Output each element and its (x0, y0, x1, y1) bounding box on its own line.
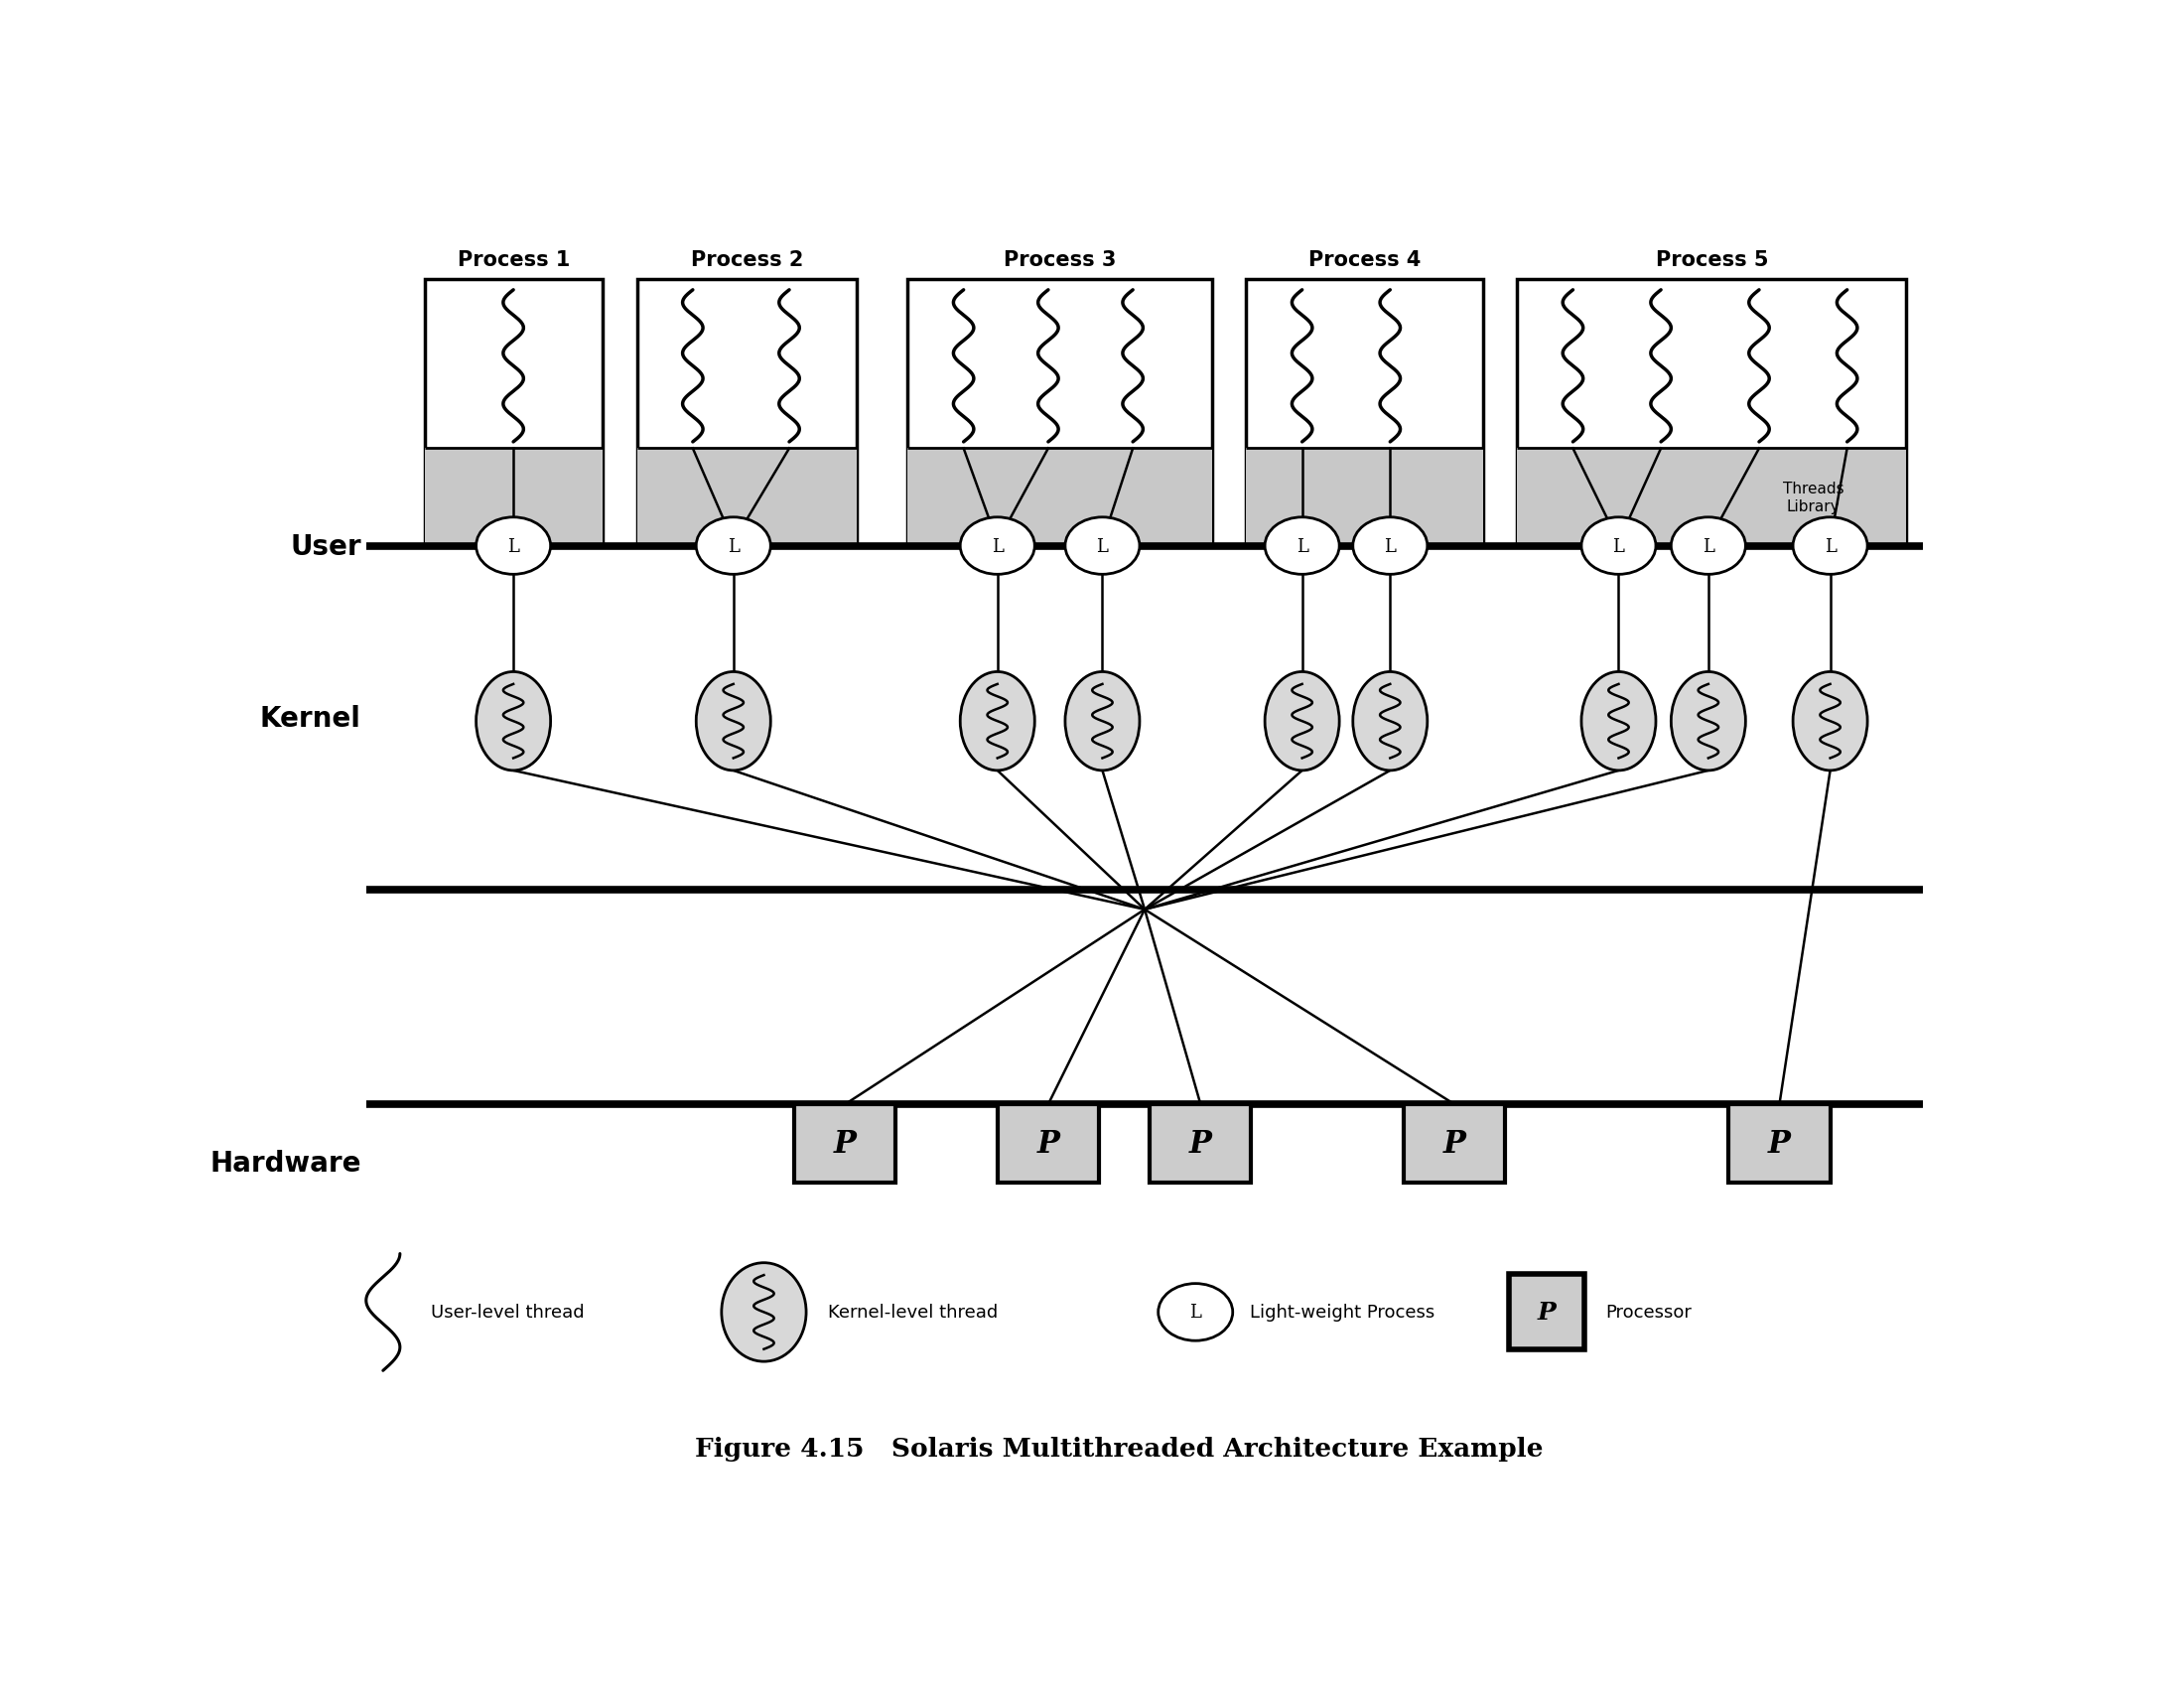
Text: Kernel-level thread: Kernel-level thread (828, 1303, 998, 1322)
Bar (1247, 448, 1483, 546)
Circle shape (1671, 518, 1745, 575)
Bar (909, 280, 1212, 546)
Text: P: P (834, 1128, 856, 1158)
Circle shape (1158, 1283, 1232, 1340)
Circle shape (1066, 518, 1140, 575)
Circle shape (961, 518, 1035, 575)
Text: Process 5: Process 5 (1655, 250, 1769, 270)
Text: Process 1: Process 1 (459, 250, 570, 270)
Circle shape (1352, 518, 1428, 575)
Text: P: P (1444, 1128, 1465, 1158)
Text: P: P (1538, 1300, 1555, 1324)
Ellipse shape (1352, 673, 1428, 771)
Ellipse shape (476, 673, 550, 771)
Bar (909, 448, 1212, 546)
Bar (1247, 280, 1483, 546)
Text: L: L (1704, 538, 1714, 555)
Bar (638, 280, 856, 546)
Text: Light-weight Process: Light-weight Process (1249, 1303, 1435, 1322)
Text: L: L (507, 538, 520, 555)
Circle shape (1265, 518, 1339, 575)
Ellipse shape (697, 673, 771, 771)
Text: L: L (1824, 538, 1837, 555)
Bar (795, 1104, 895, 1182)
Ellipse shape (1265, 673, 1339, 771)
Ellipse shape (1671, 673, 1745, 771)
Ellipse shape (1066, 673, 1140, 771)
Text: User: User (290, 533, 360, 560)
Text: Threads
Library: Threads Library (1782, 482, 1843, 514)
Text: User-level thread: User-level thread (430, 1303, 583, 1322)
Bar (426, 448, 603, 546)
Text: Process 3: Process 3 (1005, 250, 1116, 270)
Ellipse shape (961, 673, 1035, 771)
Bar (1518, 280, 1907, 546)
Text: L: L (1297, 538, 1308, 555)
Text: L: L (1612, 538, 1625, 555)
Bar (1730, 1104, 1830, 1182)
Ellipse shape (1581, 673, 1655, 771)
Bar (998, 1104, 1099, 1182)
Text: L: L (727, 538, 738, 555)
Text: Process 4: Process 4 (1308, 250, 1422, 270)
Circle shape (1793, 518, 1867, 575)
Circle shape (476, 518, 550, 575)
Bar (1404, 1104, 1505, 1182)
Text: L: L (1096, 538, 1107, 555)
Bar (426, 280, 603, 546)
Text: L: L (1385, 538, 1396, 555)
Ellipse shape (721, 1263, 806, 1362)
Text: Processor: Processor (1605, 1303, 1690, 1322)
Text: L: L (992, 538, 1002, 555)
Circle shape (697, 518, 771, 575)
Text: L: L (1190, 1303, 1201, 1322)
Text: Hardware: Hardware (210, 1150, 360, 1177)
Bar (638, 448, 856, 546)
Bar (1518, 448, 1907, 546)
Ellipse shape (1793, 673, 1867, 771)
Text: Process 2: Process 2 (690, 250, 804, 270)
Text: Kernel: Kernel (260, 705, 360, 732)
Text: P: P (1769, 1128, 1791, 1158)
Text: P: P (1190, 1128, 1212, 1158)
Circle shape (1581, 518, 1655, 575)
Text: Figure 4.15   Solaris Multithreaded Architecture Example: Figure 4.15 Solaris Multithreaded Archit… (695, 1436, 1544, 1462)
Bar (1509, 1275, 1586, 1350)
Bar (1149, 1104, 1251, 1182)
Text: P: P (1037, 1128, 1059, 1158)
